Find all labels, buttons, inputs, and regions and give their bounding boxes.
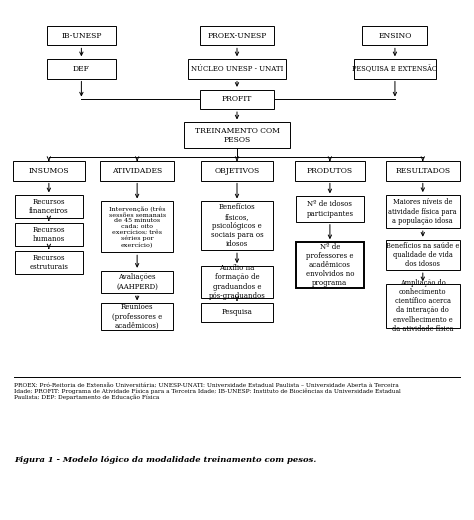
FancyBboxPatch shape [201,303,273,322]
Text: INSUMOS: INSUMOS [28,167,69,175]
Text: Pesquisa: Pesquisa [221,308,253,317]
FancyBboxPatch shape [201,266,273,298]
Text: Benefícios na saúde e
qualidade de vida
dos idosos: Benefícios na saúde e qualidade de vida … [386,242,459,268]
Text: Maiores níveis de
atividade física para
a população idosa: Maiores níveis de atividade física para … [389,199,457,225]
FancyBboxPatch shape [15,251,82,274]
FancyBboxPatch shape [201,201,273,250]
FancyBboxPatch shape [295,161,365,180]
Text: Recursos
financeiros: Recursos financeiros [29,198,69,215]
FancyBboxPatch shape [13,161,85,180]
Text: Ampliação do
conhecimento
científico acerca
da interação do
envelhecimento e
da : Ampliação do conhecimento científico ace… [392,279,454,333]
Text: Reuniões
(professores e
acadêmicos): Reuniões (professores e acadêmicos) [112,303,162,330]
FancyBboxPatch shape [200,90,274,109]
Text: PRODUTOS: PRODUTOS [307,167,353,175]
Text: Figura 1 - Modelo lógico da modalidade treinamento com pesos.: Figura 1 - Modelo lógico da modalidade t… [14,456,316,464]
FancyBboxPatch shape [183,122,291,148]
FancyBboxPatch shape [101,271,173,293]
Text: PESQUISA E EXTENSÃO: PESQUISA E EXTENSÃO [352,65,438,73]
FancyBboxPatch shape [200,26,274,45]
FancyBboxPatch shape [15,223,82,246]
Text: ENSINO: ENSINO [378,32,411,40]
FancyBboxPatch shape [101,303,173,330]
Text: PROEX-UNESP: PROEX-UNESP [207,32,267,40]
Text: Benefícios
físicos,
psicológicos e
sociais para os
idosos: Benefícios físicos, psicológicos e socia… [210,203,264,248]
Text: Nº de idosos
participantes: Nº de idosos participantes [306,200,354,218]
Text: Auxílio na
formação de
graduandos e
pós-graduandos: Auxílio na formação de graduandos e pós-… [209,264,265,300]
FancyBboxPatch shape [295,242,365,288]
Text: ATIVIDADES: ATIVIDADES [112,167,162,175]
FancyBboxPatch shape [386,240,460,270]
FancyBboxPatch shape [386,161,460,180]
Text: TREINAMENTO COM
PESOS: TREINAMENTO COM PESOS [194,126,280,144]
FancyBboxPatch shape [46,59,116,79]
Text: PROEX: Pró-Reitoria de Extensão Universitária; UNESP-UNATI: Universidade Estadua: PROEX: Pró-Reitoria de Extensão Universi… [14,382,401,400]
Text: Intervenção (três
sessões semanais
de 45 minutos
cada; oito
exercícios; três
sér: Intervenção (três sessões semanais de 45… [109,206,166,248]
FancyBboxPatch shape [15,196,82,218]
Text: RESULTADOS: RESULTADOS [395,167,450,175]
Text: Nº de
professores e
acadêmicos
envolvidos no
programa: Nº de professores e acadêmicos envolvido… [306,243,354,288]
FancyBboxPatch shape [386,195,460,228]
FancyBboxPatch shape [188,59,286,79]
Text: PROFIT: PROFIT [222,96,252,103]
Text: Recursos
estruturais: Recursos estruturais [29,254,68,271]
Text: DEF: DEF [73,65,90,73]
FancyBboxPatch shape [354,59,436,79]
Text: OBJETIVOS: OBJETIVOS [214,167,260,175]
FancyBboxPatch shape [46,26,116,45]
Text: NÚCLEO UNESP - UNATI: NÚCLEO UNESP - UNATI [191,65,283,73]
FancyBboxPatch shape [295,196,365,222]
FancyBboxPatch shape [201,161,273,180]
Text: Avaliações
(AAHPERD): Avaliações (AAHPERD) [116,274,158,291]
Text: IB-UNESP: IB-UNESP [61,32,101,40]
Text: Recursos
humanos: Recursos humanos [33,226,65,243]
FancyBboxPatch shape [101,201,173,252]
FancyBboxPatch shape [100,161,174,180]
FancyBboxPatch shape [363,26,428,45]
FancyBboxPatch shape [386,284,460,328]
